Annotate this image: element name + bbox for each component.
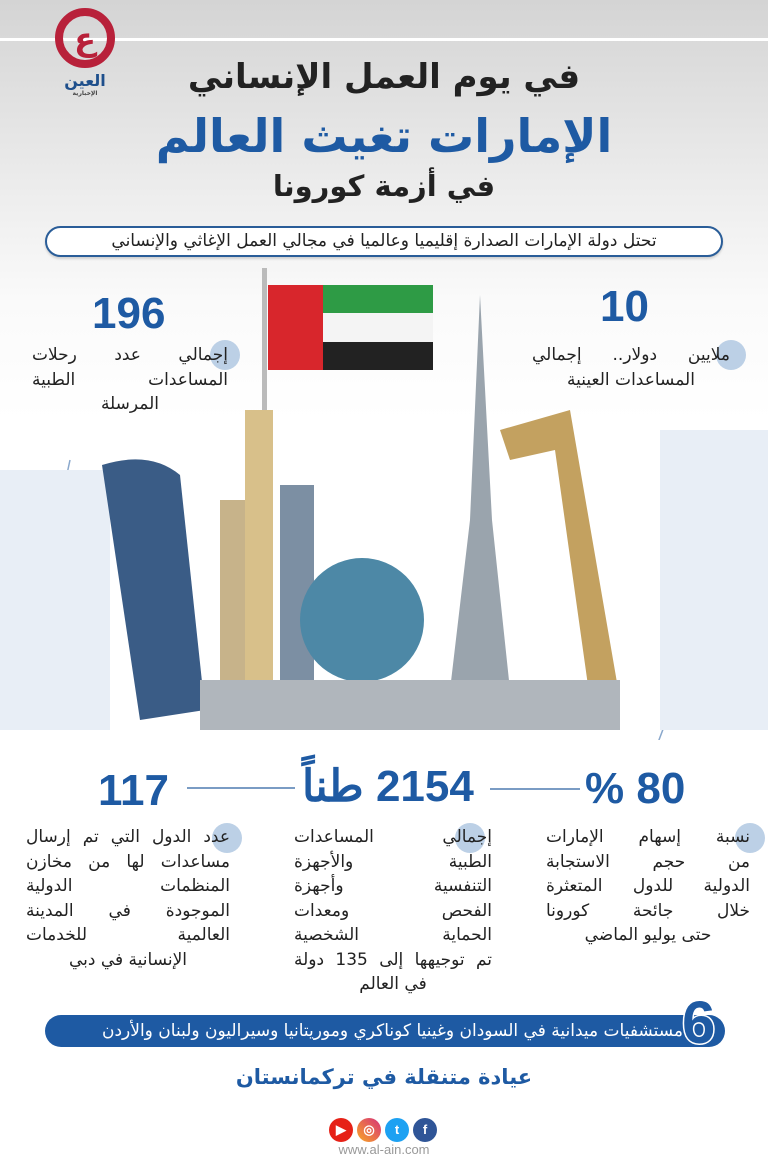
stat-flights-desc: إجمالي عدد رحلات المساعدات الطبية المرسل… — [32, 345, 228, 414]
stat-aid-value: 10 — [600, 282, 649, 331]
intro-banner: تحتل دولة الإمارات الصدارة إقليميا وعالم… — [45, 226, 723, 257]
twitter-icon[interactable]: t — [385, 1118, 409, 1142]
stat-tons-desc: إجمالي المساعدات الطبية والأجهزة التنفسي… — [294, 827, 492, 994]
bullet-dot — [210, 340, 240, 370]
title-line2: الإمارات تغيث العالم — [155, 109, 613, 163]
stat-tons-value: 2154 طناً — [302, 762, 474, 811]
uae-skyline-illustration — [0, 268, 768, 740]
logo: ع العين الإخبارية — [52, 8, 118, 98]
bullet-dot — [716, 340, 746, 370]
svg-text:ع: ع — [74, 20, 98, 58]
stat-countries-value: 117 — [98, 766, 169, 815]
title-line1: في يوم العمل الإنساني — [187, 57, 581, 97]
title-line3: في أزمة كورونا — [272, 169, 496, 203]
stat-percent-value: % 80 — [585, 764, 686, 813]
instagram-icon[interactable]: ◎ — [357, 1118, 381, 1142]
clinic-text: عيادة متنقلة في تركمانستان — [235, 1065, 533, 1089]
footer-url[interactable]: www.al-ain.com — [338, 1142, 430, 1157]
divider — [187, 787, 295, 789]
hospitals-banner: مستشفيات ميدانية في السودان وغينيا كوناك… — [45, 1015, 725, 1047]
stat-countries-desc: عدد الدول التي تم إرسال مساعدات لها من م… — [26, 827, 230, 970]
bullet-dot — [212, 823, 242, 853]
stat-percent-desc: نسبة إسهام الإمارات من حجم الاستجابة الد… — [546, 827, 750, 945]
hospitals-number: 6 — [680, 988, 716, 1057]
youtube-icon[interactable]: ▶ — [329, 1118, 353, 1142]
stat-aid-desc: ملايين دولار.. إجمالي المساعدات العينية — [532, 345, 730, 390]
divider — [0, 38, 768, 41]
bullet-dot — [735, 823, 765, 853]
bullet-dot — [455, 823, 485, 853]
facebook-icon[interactable]: f — [413, 1118, 437, 1142]
divider — [490, 788, 580, 790]
stat-flights-value: 196 — [92, 289, 166, 338]
